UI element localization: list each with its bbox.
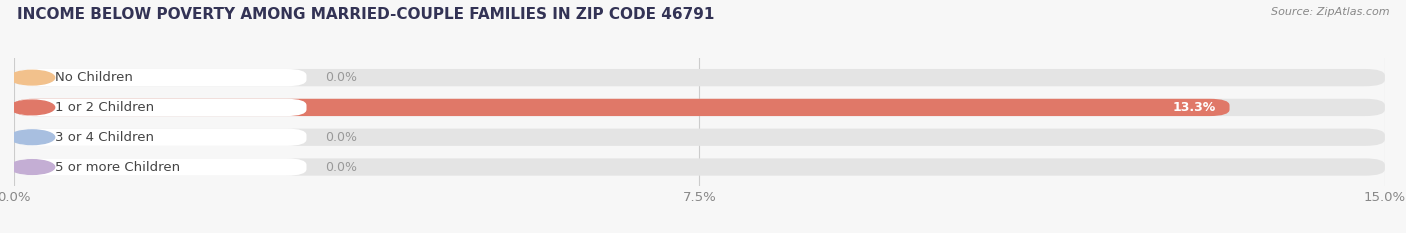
FancyBboxPatch shape — [14, 69, 307, 86]
Circle shape — [10, 100, 55, 115]
Text: 1 or 2 Children: 1 or 2 Children — [55, 101, 153, 114]
Text: Source: ZipAtlas.com: Source: ZipAtlas.com — [1271, 7, 1389, 17]
Circle shape — [10, 160, 55, 174]
FancyBboxPatch shape — [14, 99, 307, 116]
Text: 3 or 4 Children: 3 or 4 Children — [55, 131, 153, 144]
FancyBboxPatch shape — [14, 99, 1230, 116]
FancyBboxPatch shape — [14, 69, 1385, 86]
Text: No Children: No Children — [55, 71, 132, 84]
FancyBboxPatch shape — [14, 158, 1385, 176]
Text: INCOME BELOW POVERTY AMONG MARRIED-COUPLE FAMILIES IN ZIP CODE 46791: INCOME BELOW POVERTY AMONG MARRIED-COUPL… — [17, 7, 714, 22]
FancyBboxPatch shape — [14, 99, 1385, 116]
FancyBboxPatch shape — [14, 129, 1385, 146]
FancyBboxPatch shape — [14, 129, 307, 146]
Text: 0.0%: 0.0% — [325, 161, 357, 174]
Circle shape — [10, 130, 55, 144]
Text: 0.0%: 0.0% — [325, 71, 357, 84]
Text: 13.3%: 13.3% — [1173, 101, 1216, 114]
Circle shape — [10, 70, 55, 85]
Text: 0.0%: 0.0% — [325, 131, 357, 144]
FancyBboxPatch shape — [14, 158, 307, 176]
Text: 5 or more Children: 5 or more Children — [55, 161, 180, 174]
